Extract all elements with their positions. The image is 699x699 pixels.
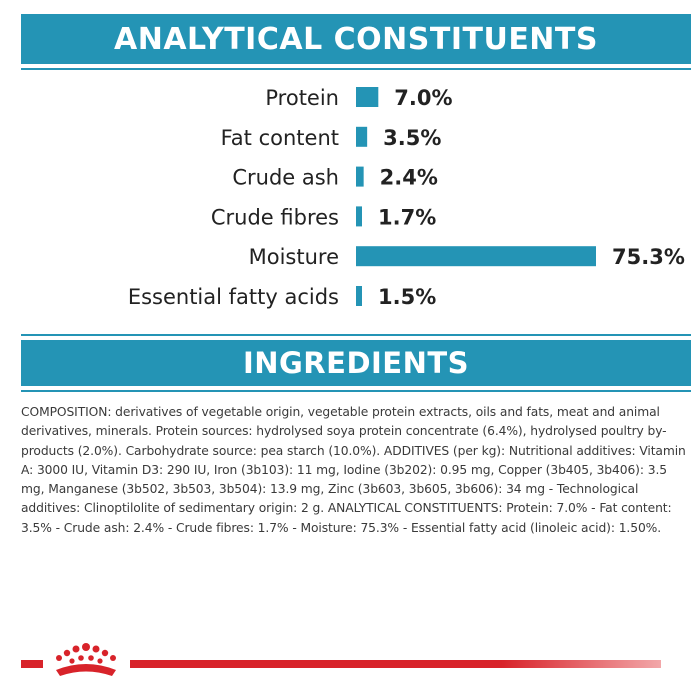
analytical-constituents-header: ANALYTICAL CONSTITUENTS xyxy=(21,14,691,70)
footer-bar-left xyxy=(21,660,43,668)
value-label: 1.5% xyxy=(378,285,436,309)
value-label: 75.3% xyxy=(612,245,685,269)
value-label: 3.5% xyxy=(383,126,441,150)
category-label: Essential fatty acids xyxy=(128,285,339,309)
category-label: Crude ash xyxy=(232,166,339,190)
category-label: Moisture xyxy=(249,245,339,269)
bar xyxy=(356,206,362,227)
bar xyxy=(356,246,596,267)
footer-bar-right xyxy=(130,660,661,668)
constituents-bar-chart: Protein 7.0% Fat content 3.5% Crude ash 2.4% C… xyxy=(128,86,685,309)
value-label: 2.4% xyxy=(380,166,438,190)
composition-text: COMPOSITION: derivatives of vegetable or… xyxy=(21,405,686,535)
bar xyxy=(356,166,364,187)
analytical-constituents-title: ANALYTICAL CONSTITUENTS xyxy=(114,21,598,57)
bar xyxy=(356,286,362,306)
ingredients-title: INGREDIENTS xyxy=(242,346,470,380)
bar xyxy=(356,126,368,147)
value-label: 1.7% xyxy=(378,205,436,229)
crown-icon xyxy=(56,643,116,676)
ingredients-header: INGREDIENTS xyxy=(21,334,691,392)
category-label: Fat content xyxy=(221,126,339,150)
category-label: Crude fibres xyxy=(211,205,339,229)
bar xyxy=(356,87,379,107)
category-label: Protein xyxy=(265,86,339,110)
value-label: 7.0% xyxy=(394,86,452,110)
